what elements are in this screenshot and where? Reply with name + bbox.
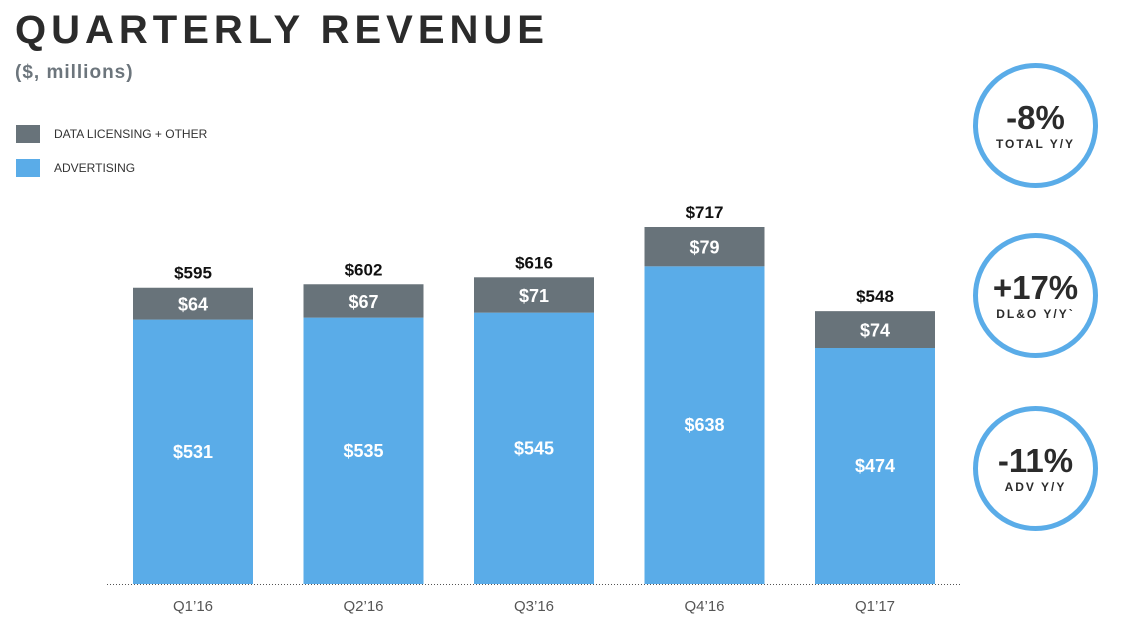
data-label-total: $548 [856,287,894,306]
bar-advertising [644,266,765,584]
kpi-total-label: TOTAL Y/Y [995,136,1076,151]
x-tick-label: Q3’16 [514,598,554,615]
kpi-dlo-value: +17% [992,268,1079,306]
bar-advertising [815,347,935,584]
kpi-total-yy: -8% TOTAL Y/Y [973,63,1098,188]
bar-dlo [815,311,935,348]
kpi-adv-value: -11% [997,441,1074,479]
legend-item-advertising: ADVERTISING [16,158,207,178]
kpi-total-value: -8% [1006,98,1065,136]
data-label-dlo: $67 [348,292,378,312]
data-label-dlo: $79 [689,238,719,258]
kpi-dlo-label: DL&O Y/Y` [996,306,1075,321]
data-label-total: $595 [174,264,212,283]
kpi-adv-label: ADV Y/Y [1004,479,1067,494]
legend-swatch-advertising [16,159,40,177]
x-tick-label: Q2’16 [343,598,383,615]
data-label-dlo: $64 [178,295,208,315]
data-label-advertising: $638 [684,415,724,435]
bar-advertising [133,319,253,584]
bar-dlo [644,227,765,267]
bar-advertising [303,317,424,584]
kpi-dlo-yy: +17% DL&O Y/Y` [973,233,1098,358]
bar-dlo [303,284,424,318]
chart-title: QUARTERLY REVENUE [15,8,549,52]
bar-advertising [474,312,594,584]
x-tick-label: Q4’16 [684,598,724,615]
data-label-advertising: $535 [343,441,383,461]
x-tick-label: Q1’16 [173,598,213,615]
data-label-advertising: $545 [514,438,554,458]
legend-label-advertising: ADVERTISING [54,161,136,175]
legend-swatch-dlo [16,125,40,143]
legend-item-dlo: DATA LICENSING + OTHER [16,124,207,144]
data-label-total: $602 [345,260,383,279]
legend: DATA LICENSING + OTHER ADVERTISING [16,124,207,192]
kpi-adv-yy: -11% ADV Y/Y [973,406,1098,531]
data-label-dlo: $71 [519,286,549,306]
chart-subtitle: ($, millions) [15,62,134,83]
data-label-total: $717 [686,203,724,222]
data-label-total: $616 [515,253,553,272]
bar-dlo [474,277,594,313]
x-tick-label: Q1’17 [855,598,895,615]
bar-dlo [133,287,253,320]
data-label-advertising: $531 [173,442,213,462]
legend-label-dlo: DATA LICENSING + OTHER [54,127,208,141]
data-label-dlo: $74 [860,321,890,341]
data-label-advertising: $474 [855,456,895,476]
